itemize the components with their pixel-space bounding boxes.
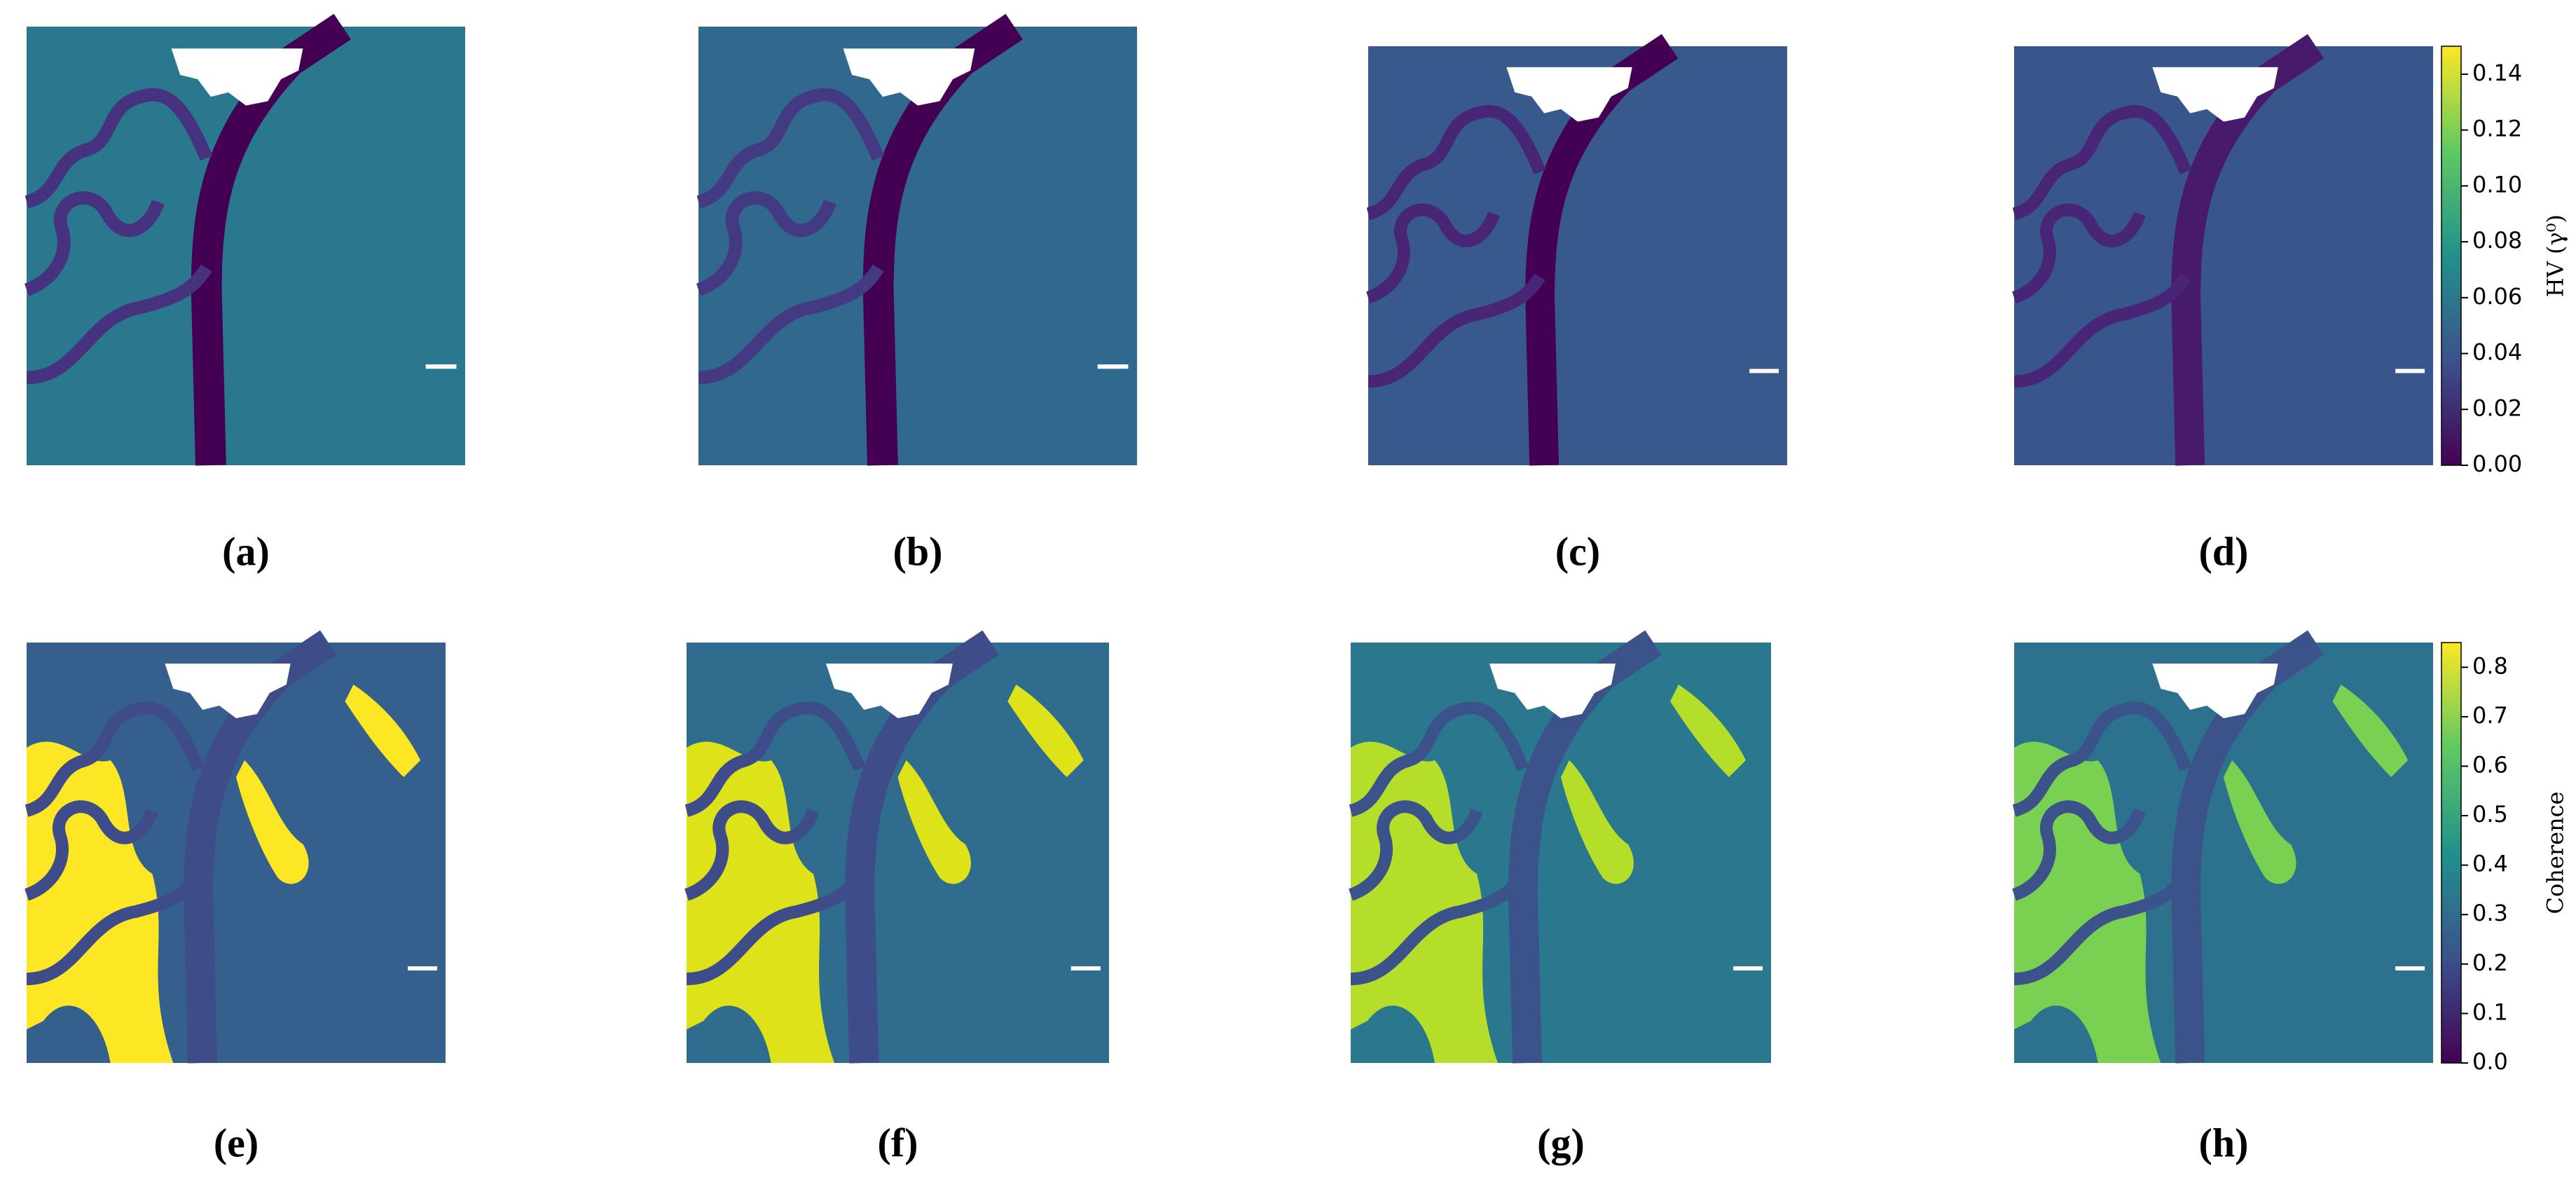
- colorbar-tick-label: 0.2: [2472, 949, 2508, 976]
- no-data: [1489, 664, 1616, 718]
- no-data: [425, 364, 457, 369]
- tributary: [24, 701, 205, 985]
- colorbar-tick-label: 0.04: [2472, 339, 2522, 366]
- colorbar-tick-label: 0.7: [2472, 702, 2508, 729]
- panel-label: (e): [214, 1120, 259, 1165]
- colorbar-tick-label: 0.5: [2472, 801, 2508, 828]
- colorbar-label: HV (γ⁰): [2542, 214, 2569, 297]
- no-data: [165, 664, 291, 718]
- colorbar-tick-label: 0.1: [2472, 999, 2508, 1025]
- map-panel: [1348, 630, 1771, 1064]
- colorbar-tick-label: 0.10: [2472, 171, 2522, 198]
- colorbar-tick-label: 0.08: [2472, 227, 2522, 254]
- colorbar-tick-label: 0.4: [2472, 851, 2508, 877]
- colorbar-tick-label: 0.02: [2472, 394, 2522, 421]
- no-data: [2152, 67, 2278, 122]
- map-panel: [24, 630, 446, 1064]
- no-data: [825, 664, 953, 718]
- panel-label: (a): [222, 528, 270, 574]
- colorbar-tick-label: 0.00: [2472, 451, 2522, 477]
- map-panel: [684, 630, 1109, 1064]
- colorbar-tick-label: 0.6: [2472, 751, 2508, 778]
- tributary: [684, 701, 866, 985]
- colorbar-label: Coherence: [2542, 792, 2569, 914]
- colorbar-tick-label: 0.06: [2472, 283, 2522, 310]
- tributary: [1348, 701, 1529, 985]
- panel-label: (f): [878, 1120, 918, 1165]
- high-value-region: [1561, 685, 1746, 884]
- map-panel: [1365, 34, 1787, 466]
- tributary: [2011, 701, 2192, 985]
- no-data: [1070, 966, 1101, 970]
- no-data: [1733, 966, 1763, 970]
- colorbar: [2441, 642, 2462, 1064]
- map-panel: [2011, 630, 2433, 1064]
- no-data: [171, 48, 303, 106]
- map-panel: [696, 13, 1137, 466]
- no-data: [2395, 369, 2425, 373]
- panel-label: (b): [893, 528, 943, 574]
- tributary: [1365, 104, 1546, 388]
- no-data: [1506, 67, 1632, 122]
- panel-label: (h): [2199, 1120, 2249, 1165]
- tributary: [696, 88, 885, 385]
- colorbar-tick-label: 0.0: [2472, 1048, 2508, 1075]
- no-data: [2395, 966, 2425, 970]
- high-value-region: [236, 685, 421, 884]
- no-data: [1097, 364, 1129, 369]
- colorbar: [2441, 46, 2462, 466]
- no-data: [843, 48, 975, 106]
- high-value-region: [897, 685, 1084, 884]
- panel-label: (d): [2199, 528, 2249, 574]
- colorbar-tick-label: 0.14: [2472, 60, 2522, 86]
- panel-label: (c): [1555, 528, 1600, 574]
- high-value-region: [2224, 685, 2409, 884]
- colorbar-tick-label: 0.12: [2472, 116, 2522, 142]
- no-data: [1749, 369, 1779, 373]
- no-data: [408, 966, 438, 970]
- tributary: [24, 88, 213, 385]
- colorbar-tick-label: 0.3: [2472, 900, 2508, 926]
- no-data: [2152, 664, 2278, 718]
- tributary: [2011, 104, 2192, 388]
- map-panel: [2011, 34, 2433, 466]
- colorbar-tick-label: 0.8: [2472, 652, 2508, 679]
- map-panel: [24, 13, 465, 466]
- panel-label: (g): [1537, 1120, 1585, 1165]
